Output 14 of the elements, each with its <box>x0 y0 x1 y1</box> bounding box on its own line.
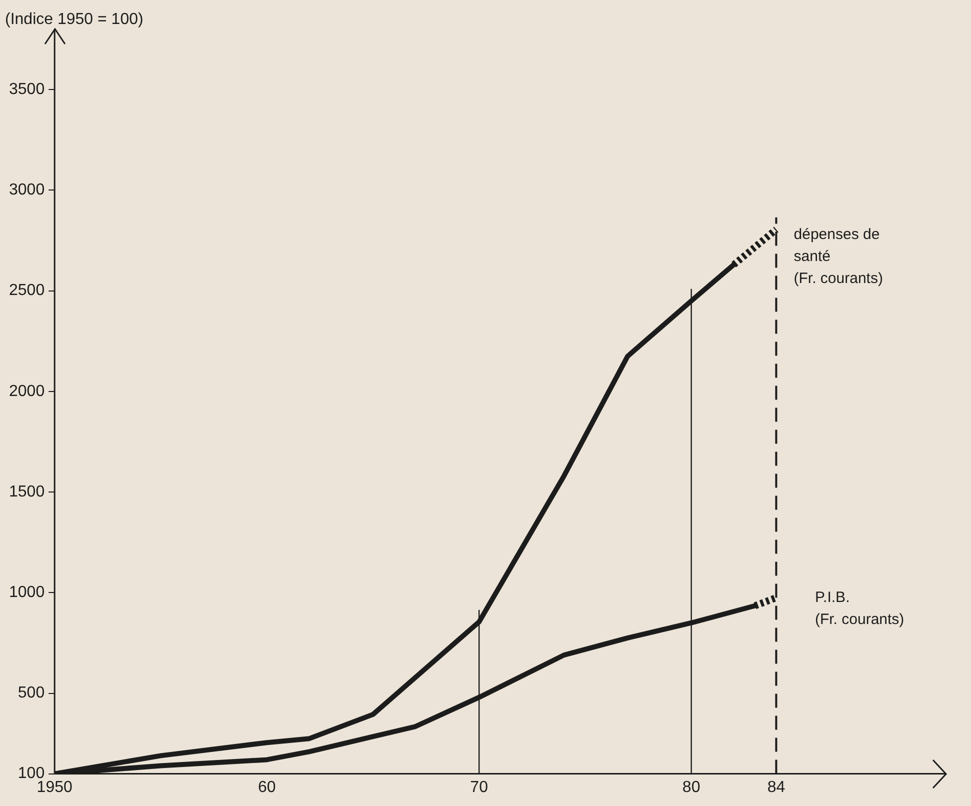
y-tick-label: 1000 <box>9 584 45 602</box>
y-tick-label: 2000 <box>9 382 45 400</box>
x-tick-label: 60 <box>258 778 276 796</box>
y-tick-label: 500 <box>18 684 45 702</box>
x-tick-label: 84 <box>767 778 786 796</box>
x-tick-label: 80 <box>682 778 700 796</box>
y-tick-label: 2500 <box>9 282 45 300</box>
chart-title: (Indice 1950 = 100) <box>5 11 144 28</box>
y-tick-label: 3500 <box>9 80 45 98</box>
y-tick-label: 1500 <box>9 483 45 500</box>
y-tick-label: 3000 <box>9 182 45 199</box>
text: dépenses de santé (Fr. courants) <box>794 226 883 287</box>
x-tick-label: 70 <box>470 778 488 796</box>
text: P.I.B. (Fr. courants) <box>814 588 904 628</box>
